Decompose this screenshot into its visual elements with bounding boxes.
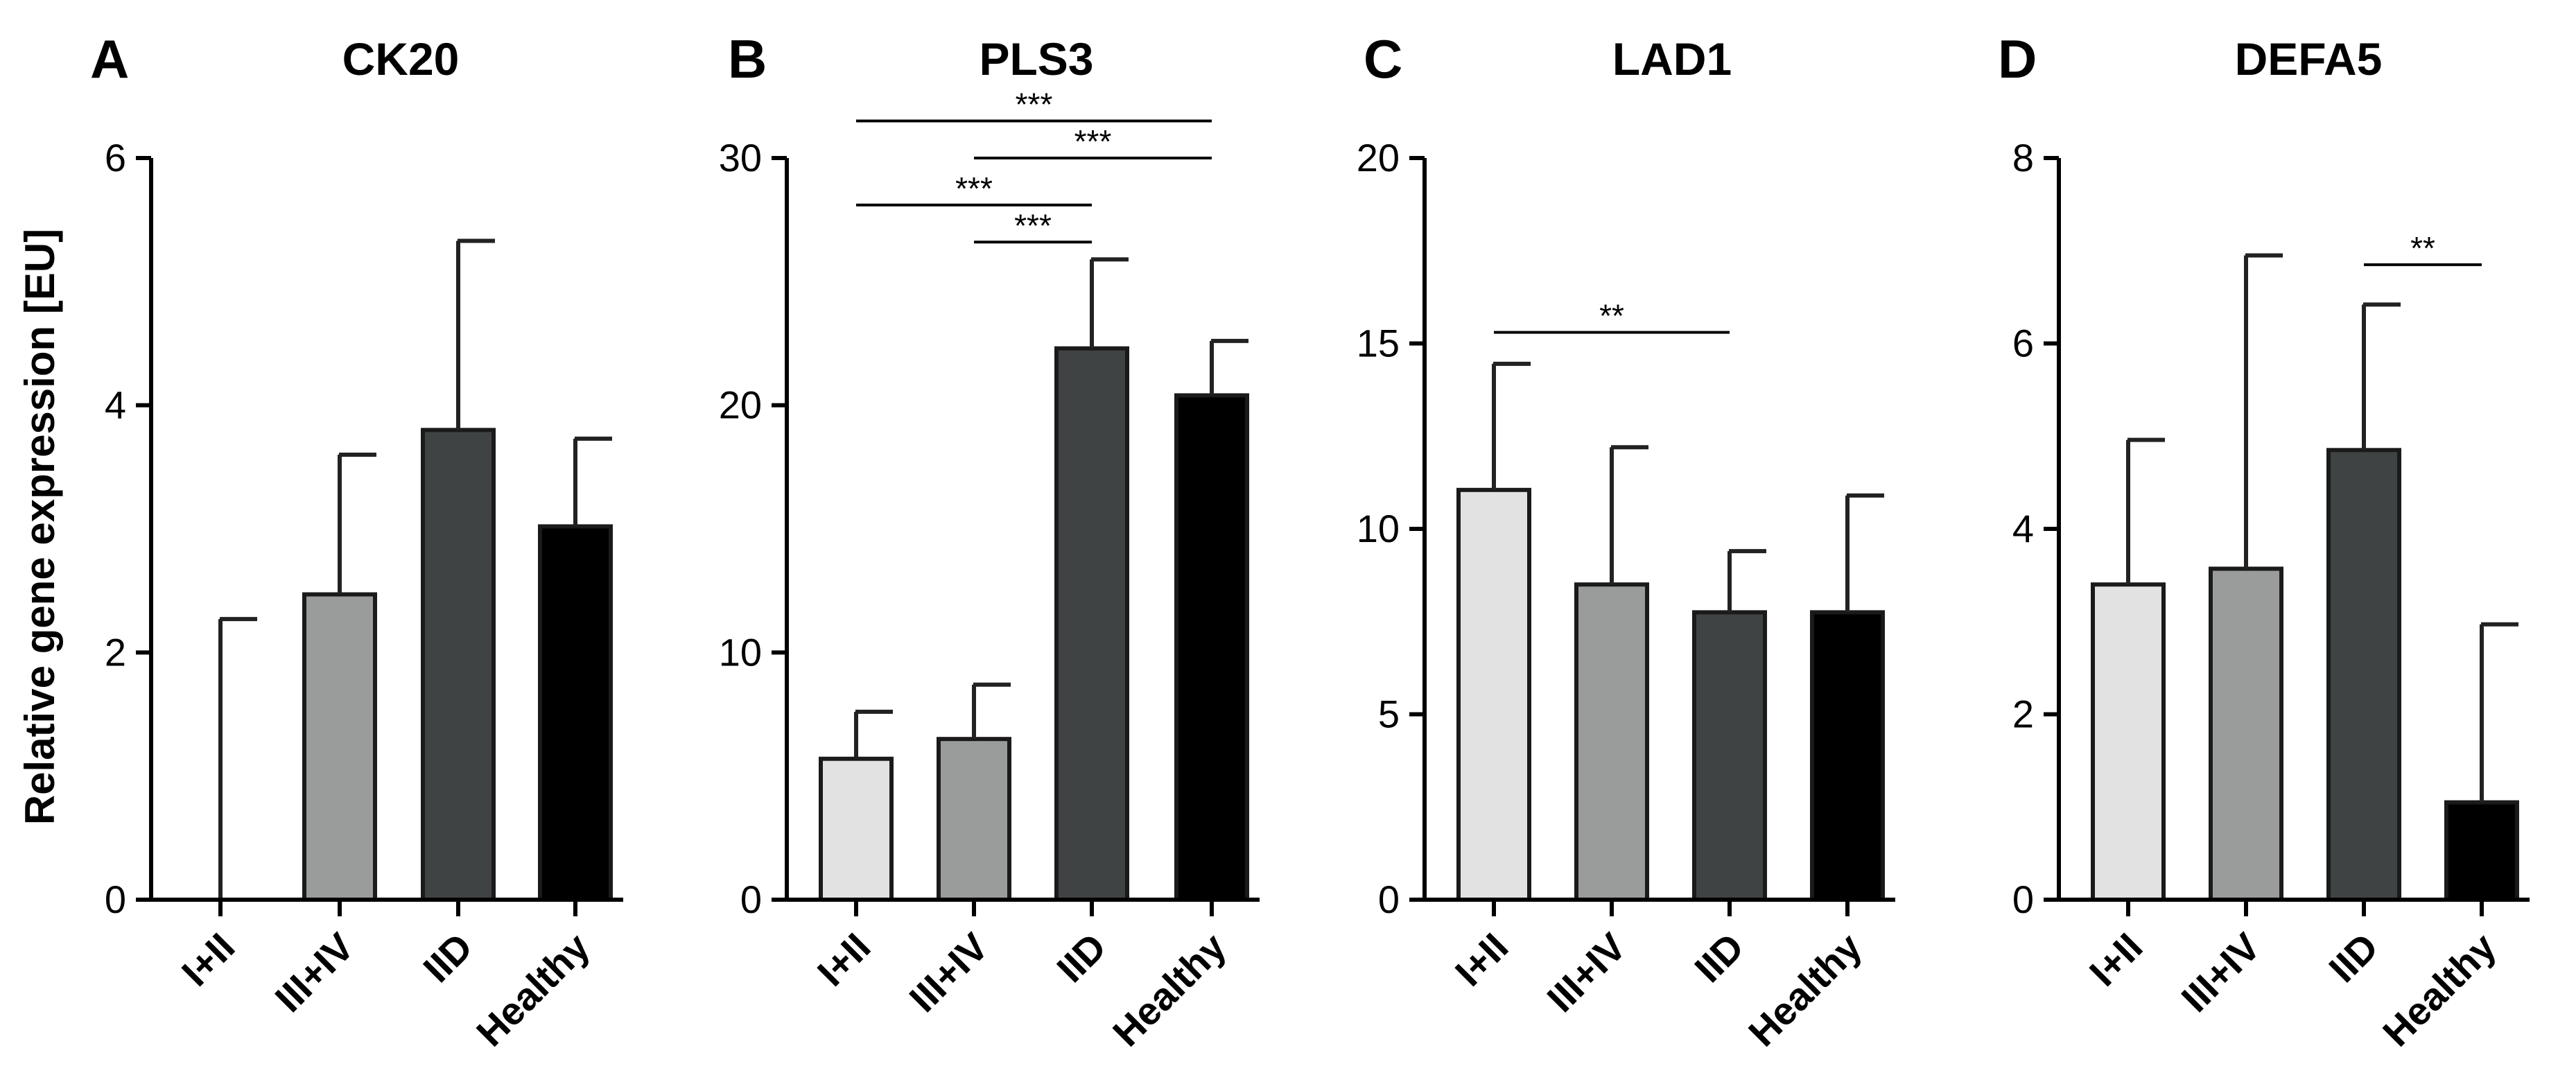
y-tick-label: 20 (1357, 136, 1400, 180)
significance-label: ** (1599, 297, 1624, 333)
bar (1692, 610, 1767, 902)
bar (2091, 582, 2166, 902)
panel-title: LAD1 (1612, 33, 1732, 85)
bar (1054, 346, 1129, 902)
y-tick-label: 0 (105, 878, 126, 921)
bar (538, 524, 613, 902)
bar (302, 592, 377, 902)
y-tick-label: 2 (2012, 692, 2034, 736)
x-tick-label: III+IV (266, 925, 362, 1020)
y-tick-label: 6 (105, 136, 126, 180)
y-tick-label: 2 (105, 630, 126, 674)
x-tick-label: III+IV (900, 925, 996, 1020)
panel-letter: D (1998, 28, 2037, 89)
bar (421, 428, 496, 902)
x-tick-label: IID (2320, 925, 2386, 990)
y-tick-label: 4 (2012, 507, 2034, 550)
panel-title: CK20 (342, 33, 460, 85)
x-tick-label: I+II (2081, 925, 2151, 995)
bar (937, 737, 1011, 902)
y-tick-label: 15 (1357, 322, 1400, 365)
bar (2326, 448, 2401, 902)
y-tick-label: 30 (719, 136, 762, 180)
bar (1574, 582, 1649, 902)
panel-title: PLS3 (979, 33, 1093, 85)
significance-label: *** (1074, 123, 1112, 159)
significance-label: *** (1014, 207, 1052, 243)
significance-label: *** (955, 171, 993, 207)
y-tick-label: 0 (740, 878, 762, 921)
y-axis-label: Relative gene expression [EU] (17, 229, 63, 825)
bar (2444, 800, 2519, 902)
panel-letter: A (90, 28, 129, 89)
y-tick-label: 5 (1378, 692, 1400, 736)
y-tick-label: 10 (1357, 507, 1400, 550)
y-tick-label: 0 (2012, 878, 2034, 921)
y-tick-label: 4 (105, 383, 126, 427)
bar (1810, 610, 1885, 902)
x-tick-label: Healthy (468, 925, 598, 1055)
x-tick-label: Healthy (1740, 925, 1870, 1055)
significance-label: ** (2410, 230, 2435, 266)
x-tick-label: III+IV (1538, 925, 1634, 1020)
bar (2209, 566, 2283, 902)
x-tick-label: Healthy (1104, 925, 1235, 1055)
x-tick-label: Healthy (2374, 925, 2505, 1055)
panel-letter: C (1364, 28, 1402, 89)
y-tick-label: 6 (2012, 322, 2034, 365)
x-tick-label: III+IV (2173, 925, 2268, 1020)
x-tick-label: I+II (173, 925, 243, 995)
y-tick-label: 10 (719, 630, 762, 674)
bar (819, 756, 894, 902)
x-tick-label: I+II (809, 925, 879, 995)
panel-letter: B (728, 28, 767, 89)
y-tick-label: 20 (719, 383, 762, 427)
y-tick-label: 8 (2012, 136, 2034, 180)
x-tick-label: I+II (1447, 925, 1517, 995)
x-tick-label: IID (1686, 925, 1752, 990)
x-tick-label: IID (415, 925, 480, 990)
panel-title: DEFA5 (2235, 33, 2383, 85)
y-tick-label: 0 (1378, 878, 1400, 921)
bar (1174, 393, 1249, 902)
significance-label: *** (1016, 87, 1053, 123)
x-tick-label: IID (1048, 925, 1114, 990)
bar (1456, 487, 1531, 902)
